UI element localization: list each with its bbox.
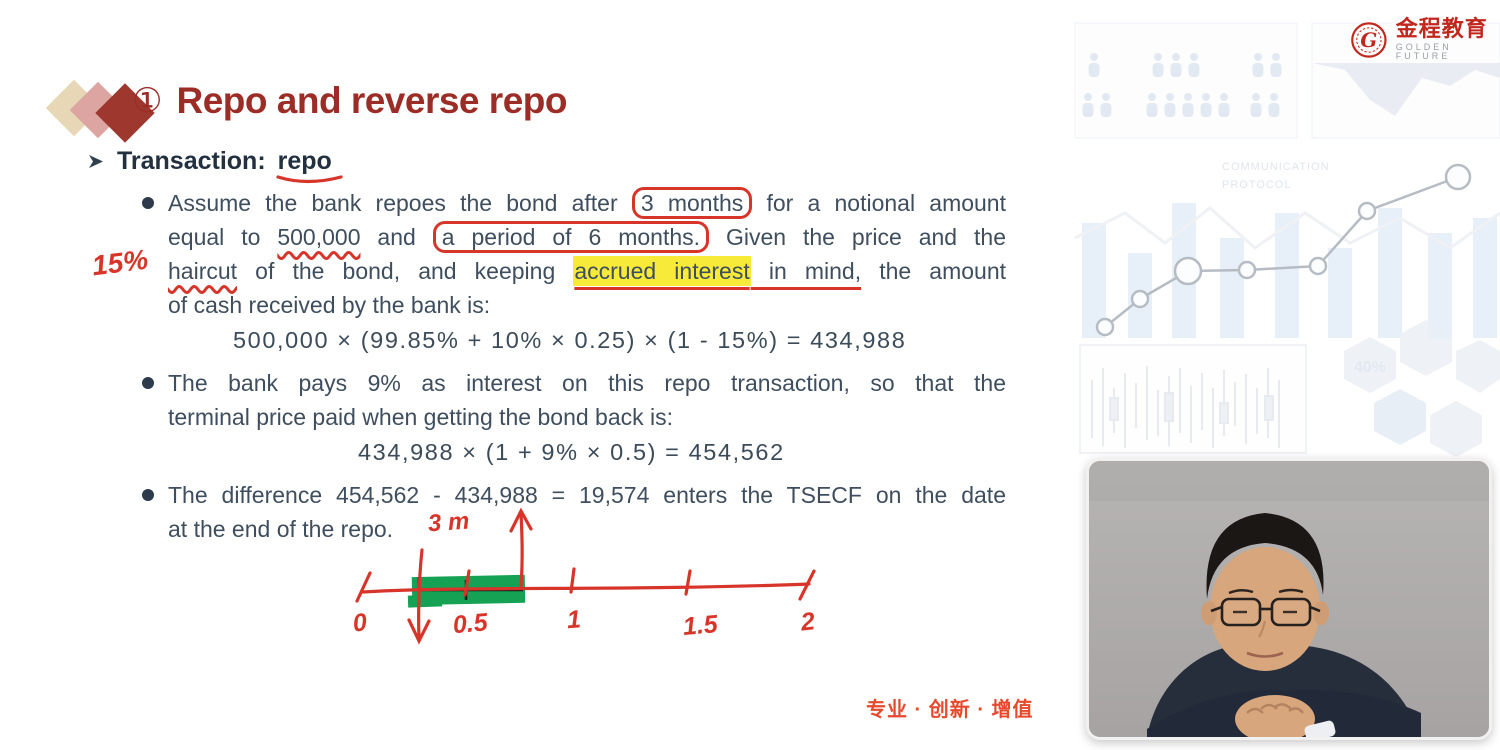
bullet-1-line-1: Assume the bank repoes the bond after 3 …: [168, 186, 1006, 220]
footer-slogan: 专业 · 创新 · 增值: [866, 699, 1034, 721]
svg-text:1.5: 1.5: [682, 610, 720, 641]
handwritten-3m-note: 3 m: [427, 507, 471, 538]
trend-line-decoration: [1095, 163, 1472, 337]
svg-text:PROTOCOL: PROTOCOL: [1222, 179, 1292, 191]
underlined-haircut-annotation: haircut: [168, 258, 238, 284]
page-title: Repo and reverse repo: [176, 80, 567, 121]
bullet-3-line-1: The difference 454,562 - 434,988 = 19,57…: [168, 482, 1006, 508]
instructor-illustration: [1089, 461, 1489, 737]
transaction-label: Transaction:: [117, 147, 266, 175]
title-diamonds-icon: [46, 80, 155, 143]
bullet-1: Assume the bank repoes the bond after 3 …: [142, 186, 1006, 322]
instructor-webcam: [1086, 458, 1492, 740]
transaction-term: repo: [276, 147, 343, 184]
svg-text:40%: 40%: [1354, 359, 1386, 376]
svg-text:2: 2: [798, 607, 816, 636]
bar-chart-decoration: [1074, 203, 1500, 338]
candlestick-chart-decoration: [1079, 344, 1307, 454]
slide-number: ①: [132, 81, 163, 120]
people-chart-decoration: [1074, 22, 1298, 139]
bullet-1-line-2: equal to 500,000 and a period of 6 month…: [168, 220, 1006, 254]
bullet-dot: [142, 489, 154, 501]
down-arrow-annotation: [417, 548, 424, 640]
handwritten-haircut-pct: 15%: [90, 243, 150, 282]
green-period-highlight: [411, 574, 526, 606]
svg-text:0: 0: [351, 608, 368, 637]
brand-name: 金程教育: [1395, 16, 1488, 41]
brand-tagline: GOLDEN FUTURE: [1395, 42, 1452, 61]
area-chart-decoration: [1311, 22, 1500, 139]
transaction-heading: Transaction: repo: [88, 147, 343, 184]
bullet-1-line-3: haircut of the bond, and keeping accrued…: [168, 256, 1006, 286]
svg-text:G: G: [1360, 28, 1377, 52]
underlined-accrued-interest-annotation: accrued interest in mind,: [573, 256, 862, 286]
bullet-3-line-2: at the end of the repo.: [168, 516, 394, 542]
circled-6-months-annotation: a period of 6 months.: [432, 221, 710, 253]
circled-3-months-annotation: 3 months: [631, 187, 753, 219]
faint-label-text: COMMUNICATION PROTOCOL: [1222, 161, 1330, 191]
formula-terminal-price: 434,988 × (1 + 9% × 0.5) = 454,562: [358, 439, 785, 465]
hexagon-decoration: 40%: [1344, 320, 1500, 457]
highlighted-accrued-interest: accrued interest: [573, 256, 751, 286]
svg-text:1: 1: [566, 605, 582, 634]
svg-text:COMMUNICATION: COMMUNICATION: [1222, 161, 1330, 173]
svg-text:0.5: 0.5: [452, 608, 490, 639]
timeline-tick-labels: 0 0.5 1 1.5 2: [351, 605, 816, 641]
brand-logo: G 金程教育 GOLDEN FUTURE: [1350, 18, 1500, 61]
bullet-1-line-4: of cash received by the bank is:: [168, 292, 491, 318]
bullet-dot: [142, 377, 154, 389]
instructor-hair: [1206, 513, 1324, 599]
formula-cash-received: 500,000 × (99.85% + 10% × 0.25) × (1 - 1…: [233, 327, 907, 353]
bullet-dot: [142, 197, 154, 209]
bullet-3: The difference 454,562 - 434,988 = 19,57…: [142, 478, 1006, 546]
brand-seal-icon: G: [1351, 21, 1387, 58]
bullet-2-line-1: The bank pays 9% as interest on this rep…: [168, 370, 1006, 396]
slide-title-row: ① Repo and reverse repo: [132, 82, 567, 119]
bullet-2: The bank pays 9% as interest on this rep…: [142, 366, 1006, 434]
hand-underline-annotation: [276, 175, 343, 184]
background-infographic-decoration: COMMUNICATION PROTOCOL: [1074, 22, 1500, 457]
instructor-hands: [1235, 695, 1336, 737]
underlined-500000-annotation: 500,000: [277, 224, 361, 250]
bullet-2-line-2: terminal price paid when getting the bon…: [168, 404, 674, 430]
arrow-bullet-icon: [89, 155, 103, 168]
